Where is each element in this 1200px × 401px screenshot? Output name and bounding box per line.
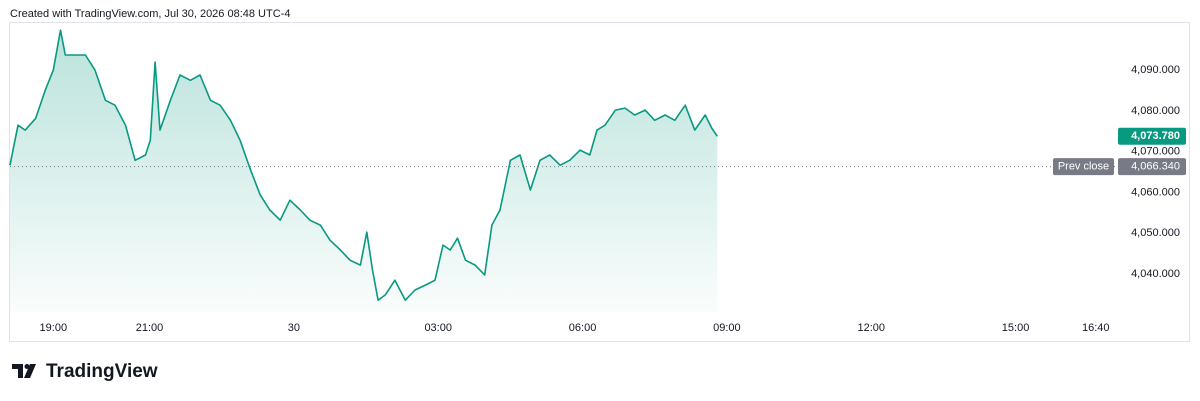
area-fill [10, 30, 718, 312]
prev-close-name: Prev close [1058, 161, 1109, 173]
prev-close-label: 4,066.340 [1131, 161, 1180, 173]
y-tick-label: 4,070.000 [1131, 146, 1180, 158]
x-tick-label: 12:00 [857, 322, 885, 334]
price-line [9, 29, 718, 301]
chart-frame [9, 22, 1190, 342]
x-tick-label: 19:00 [40, 322, 68, 334]
x-tick-label: 30 [288, 322, 300, 334]
x-tick-label: 21:00 [136, 322, 164, 334]
last-price-label: 4,073.780 [1131, 130, 1180, 142]
y-tick-label: 4,090.000 [1131, 64, 1180, 76]
y-tick-label: 4,080.000 [1131, 105, 1180, 117]
header: Created with TradingView.com, Jul 30, 20… [10, 8, 290, 20]
y-tick-label: 4,040.000 [1131, 268, 1180, 280]
x-tick-label: 09:00 [713, 322, 741, 334]
x-tick-label: 03:00 [424, 322, 452, 334]
x-tick-label: 15:00 [1002, 322, 1030, 334]
brand: TradingView [46, 361, 158, 382]
logo [12, 364, 36, 378]
prev-close-tag [1053, 158, 1114, 176]
prev-close-badge [1118, 158, 1186, 176]
x-tick-label: 16:40 [1082, 322, 1110, 334]
y-tick-label: 4,060.000 [1131, 186, 1180, 198]
x-tick-label: 06:00 [569, 322, 597, 334]
y-tick-label: 4,050.000 [1131, 227, 1180, 239]
last-price-badge [1118, 127, 1186, 145]
